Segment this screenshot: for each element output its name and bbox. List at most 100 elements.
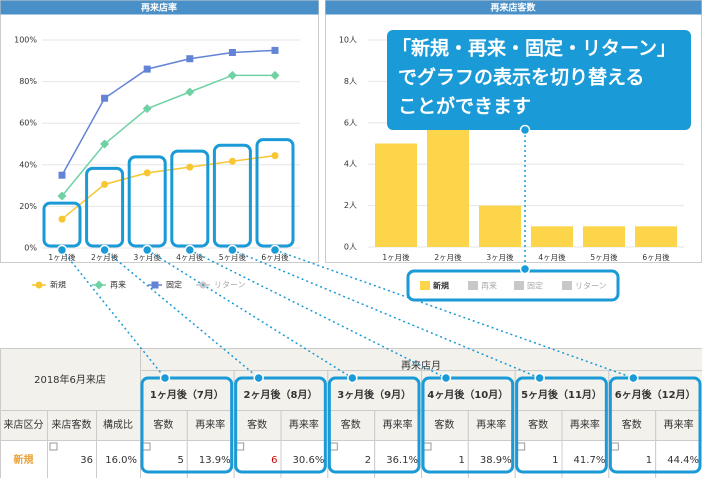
cell	[96, 440, 141, 478]
bar	[427, 122, 469, 247]
y-tick-label: 100%	[14, 36, 37, 45]
cell-text: 再来率	[570, 418, 600, 431]
checkbox[interactable]	[610, 442, 619, 451]
highlight-box	[140, 376, 234, 474]
x-tick-label: 1ヶ月後	[48, 252, 76, 262]
cell	[140, 410, 188, 441]
connector-dot	[141, 244, 153, 256]
callout-text: 「新規・再来・固定・リターン」	[392, 37, 676, 60]
bar-panel-header	[325, 0, 702, 15]
x-tick-label: 6ヶ月後	[642, 252, 670, 262]
bar	[635, 226, 677, 247]
checkbox[interactable]	[142, 442, 151, 451]
point	[228, 157, 236, 165]
connector-dot	[253, 372, 264, 384]
x-tick-label: 3ヶ月後	[134, 252, 162, 262]
y-tick-label: 60%	[19, 119, 37, 128]
line-panel	[0, 0, 319, 263]
cell-text: 2ヶ月後（8月）	[244, 388, 318, 401]
cell-text: 再来率	[383, 418, 413, 431]
cell-text: 6ヶ月後（12月）	[615, 388, 696, 401]
cell-text: 客数	[434, 418, 454, 431]
point	[271, 152, 279, 160]
y-tick-label: 6人	[344, 118, 357, 127]
cell-text: 4ヶ月後（10月）	[427, 388, 508, 401]
legend-label[interactable]: 固定	[527, 281, 543, 291]
legend-swatch	[562, 281, 572, 290]
legend-label[interactable]: 固定	[166, 280, 182, 290]
point	[185, 87, 195, 97]
cell-text: 再来率	[476, 418, 506, 431]
y-tick-label: 8人	[344, 77, 357, 86]
cell-text: 6	[271, 455, 277, 466]
checkbox[interactable]	[49, 442, 58, 451]
cell	[0, 348, 141, 411]
bar	[479, 205, 521, 247]
x-tick-label: 4ヶ月後	[538, 252, 566, 262]
line-panel-header	[0, 0, 319, 15]
legend-swatch	[514, 281, 524, 290]
highlight-box	[421, 376, 515, 474]
cell-text: 客数	[153, 418, 173, 431]
point	[271, 46, 279, 54]
point	[228, 48, 236, 56]
connector-dot	[519, 124, 531, 136]
cell-text: 1	[646, 455, 652, 466]
y-tick-label: 40%	[19, 160, 37, 169]
checkbox[interactable]	[329, 442, 338, 451]
x-tick-label: 2ヶ月後	[434, 252, 462, 262]
point	[143, 65, 151, 73]
connector	[61, 249, 166, 379]
connector-dot	[519, 263, 531, 275]
point	[186, 55, 194, 63]
cell-text: 客数	[247, 418, 267, 431]
point	[58, 215, 66, 223]
legend-label[interactable]: リターン	[214, 281, 246, 290]
legend-swatch	[420, 281, 430, 290]
cell-text: 3ヶ月後（9月）	[337, 388, 411, 401]
cell-text: 36	[80, 455, 93, 466]
point	[58, 171, 66, 179]
cell-text: 再来率	[289, 418, 319, 431]
cell-text: 1	[552, 455, 558, 466]
cell-text: 5	[177, 455, 183, 466]
cell	[655, 410, 702, 441]
checkbox[interactable]	[236, 442, 245, 451]
y-tick-label: 10人	[339, 36, 357, 45]
y-tick-label: 0%	[24, 244, 37, 253]
callout-box	[387, 30, 691, 130]
point	[100, 139, 110, 149]
legend-label[interactable]: 再来	[481, 282, 497, 291]
series-line	[61, 74, 275, 197]
legend-label[interactable]: 新規	[433, 281, 449, 291]
x-tick-label: 5ヶ月後	[590, 252, 618, 262]
point	[151, 281, 159, 289]
cell-text: 44.4%	[667, 455, 699, 466]
bar-title: 再来店客数	[490, 2, 536, 14]
legend-label[interactable]: リターン	[575, 282, 607, 291]
bar	[375, 143, 417, 247]
legend-label[interactable]: 新規	[50, 280, 66, 290]
connector	[274, 249, 634, 379]
point	[142, 104, 152, 114]
cell	[186, 410, 235, 441]
checkbox[interactable]	[423, 442, 432, 451]
connector-dot	[56, 244, 68, 256]
legend-label[interactable]: 再来	[110, 281, 126, 290]
y-tick-label: 4人	[344, 160, 357, 169]
cell-text: 16.0%	[105, 455, 137, 466]
connector-dot	[227, 244, 238, 256]
y-tick-label: 20%	[19, 202, 37, 211]
point	[94, 280, 104, 290]
checkbox[interactable]	[517, 442, 526, 451]
point	[270, 70, 280, 80]
cell-text: 5ヶ月後（11月）	[521, 388, 602, 401]
y-tick-label: 2人	[344, 201, 357, 210]
cell-text: 客数	[622, 418, 642, 431]
point	[227, 70, 237, 80]
x-tick-label: 1ヶ月後	[382, 252, 410, 262]
cell-text: 客数	[528, 418, 548, 431]
connector-dot	[347, 372, 358, 384]
